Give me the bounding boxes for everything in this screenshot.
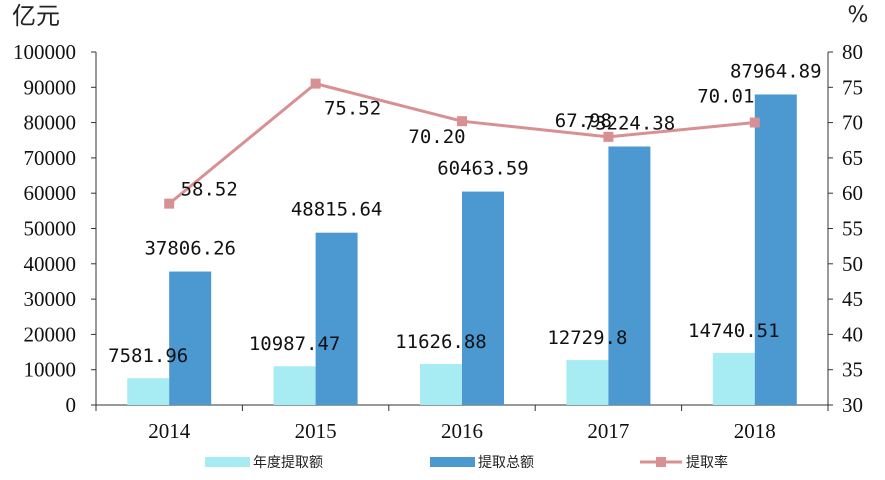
- data-label-annual: 14740.51: [688, 320, 780, 342]
- data-label-annual: 11626.88: [395, 331, 487, 353]
- left-tick-label: 10000: [24, 358, 77, 382]
- bar-annual-withdrawal: [566, 360, 609, 405]
- left-tick-label: 30000: [24, 287, 77, 311]
- left-tick-label: 20000: [24, 322, 77, 346]
- x-tick-label: 2015: [295, 419, 337, 443]
- left-tick-label: 70000: [24, 146, 77, 170]
- left-tick-label: 0: [66, 393, 77, 417]
- x-tick-label: 2017: [587, 419, 629, 443]
- right-axis-unit: %: [848, 3, 869, 28]
- bar-total-withdrawal: [462, 191, 504, 405]
- legend: 年度提取额 提取总额 提取率: [205, 454, 728, 471]
- bar-annual-withdrawal: [273, 366, 316, 405]
- left-tick-label: 40000: [24, 252, 77, 276]
- withdrawal-rate-marker: [603, 131, 614, 142]
- legend-swatch-rate-marker: [656, 457, 666, 467]
- legend-label-rate: 提取率: [686, 454, 728, 471]
- right-tick-label: 60: [842, 181, 863, 205]
- data-label-annual: 10987.47: [249, 333, 341, 355]
- left-tick-label: 90000: [24, 75, 77, 99]
- right-tick-label: 65: [842, 146, 863, 170]
- withdrawal-rate-marker: [457, 116, 467, 127]
- data-label-total: 48815.64: [291, 199, 383, 221]
- left-tick-label: 50000: [24, 217, 77, 241]
- data-label-annual: 7581.96: [108, 345, 188, 367]
- legend-label-total: 提取总额: [478, 455, 534, 471]
- data-label-rate: 75.52: [324, 98, 381, 120]
- x-tick-label: 2018: [734, 419, 776, 443]
- plot-area: 0 10000 20000 30000 40000 50000 60000 70000 8000…: [13, 40, 863, 443]
- left-axis-unit: 亿元: [12, 2, 60, 30]
- bar-annual-withdrawal: [420, 363, 462, 405]
- x-tick-label: 2016: [441, 419, 483, 443]
- data-label-annual: 12729.8: [547, 327, 627, 349]
- withdrawal-rate-marker: [164, 198, 175, 209]
- right-tick-label: 50: [842, 252, 863, 276]
- right-tick-label: 35: [842, 358, 863, 382]
- left-tick-label: 100000: [13, 40, 76, 64]
- data-label-total: 87964.89: [730, 60, 822, 82]
- bar-total-withdrawal: [608, 146, 651, 405]
- right-tick-label: 30: [842, 393, 863, 417]
- bar-total-withdrawal: [169, 271, 212, 405]
- right-tick-label: 75: [842, 75, 863, 99]
- data-label-rate: 58.52: [181, 179, 238, 201]
- bar-annual-withdrawal: [712, 352, 755, 405]
- withdrawal-rate-marker: [749, 117, 760, 128]
- bar-annual-withdrawal: [127, 378, 170, 405]
- left-tick-label: 80000: [24, 111, 77, 135]
- data-label-total: 73224.38: [584, 113, 676, 135]
- data-label-total: 60463.59: [437, 158, 529, 180]
- x-tick-label: 2014: [148, 419, 191, 443]
- data-label-rate: 70.20: [408, 126, 465, 148]
- right-tick-label: 45: [842, 287, 863, 311]
- withdrawal-rate-marker: [310, 78, 321, 89]
- right-tick-label: 80: [842, 40, 863, 64]
- bar-total-withdrawal: [315, 232, 358, 405]
- legend-swatch-total: [430, 457, 475, 467]
- bar-total-withdrawal: [754, 94, 797, 405]
- data-label-rate: 67.98: [555, 110, 612, 132]
- left-tick-label: 60000: [24, 181, 77, 205]
- right-tick-label: 55: [842, 217, 863, 241]
- data-label-total: 37806.26: [144, 238, 236, 260]
- legend-label-annual: 年度提取额: [253, 455, 323, 471]
- data-label-rate: 70.01: [697, 86, 754, 108]
- legend-swatch-annual: [205, 457, 250, 467]
- right-tick-label: 70: [842, 111, 863, 135]
- right-tick-label: 40: [842, 322, 863, 346]
